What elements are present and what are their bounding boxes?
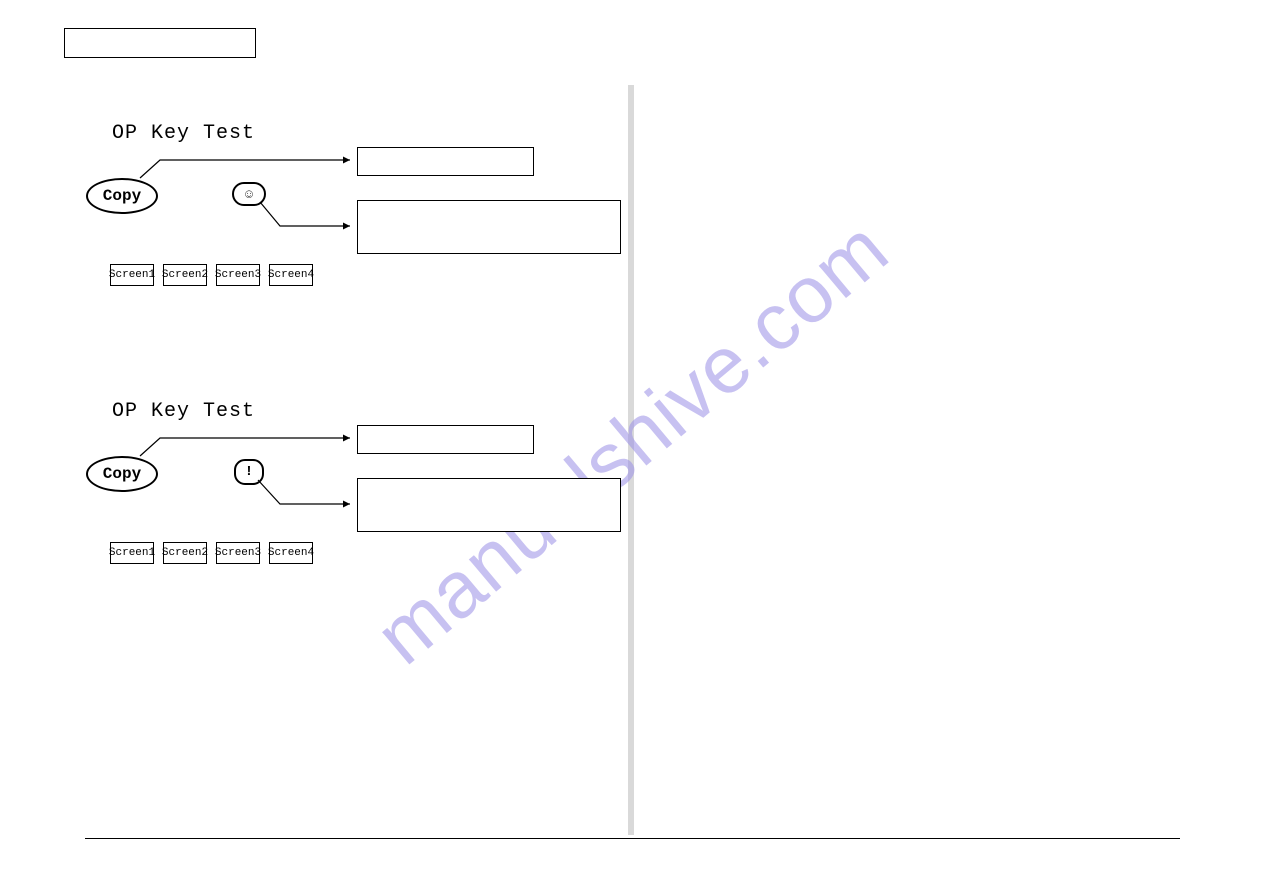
screen4-label-d2: Screen4: [268, 547, 314, 559]
screen3-label-d2: Screen3: [215, 547, 261, 559]
copy-button-2[interactable]: Copy: [86, 456, 158, 492]
screen3-button-d2[interactable]: Screen3: [216, 542, 260, 564]
screen4-button-d2[interactable]: Screen4: [269, 542, 313, 564]
alert-icon: !: [234, 459, 264, 485]
screen2-label-d2: Screen2: [162, 547, 208, 559]
diagram-2-large-box: [357, 478, 621, 532]
bottom-rule: [85, 838, 1180, 839]
page: manualshive.com OP Key Test Copy ☺ Scree…: [0, 0, 1263, 893]
diagram-2: OP Key Test Copy ! Screen1 Screen2 Scree…: [0, 0, 630, 600]
screen2-button-d2[interactable]: Screen2: [163, 542, 207, 564]
alert-glyph: !: [245, 465, 253, 479]
diagram-2-title: OP Key Test: [112, 400, 255, 423]
screen1-label-d2: Screen1: [109, 547, 155, 559]
copy-button-2-label: Copy: [103, 465, 141, 483]
diagram-2-small-box: [357, 425, 534, 454]
screen1-button-d2[interactable]: Screen1: [110, 542, 154, 564]
